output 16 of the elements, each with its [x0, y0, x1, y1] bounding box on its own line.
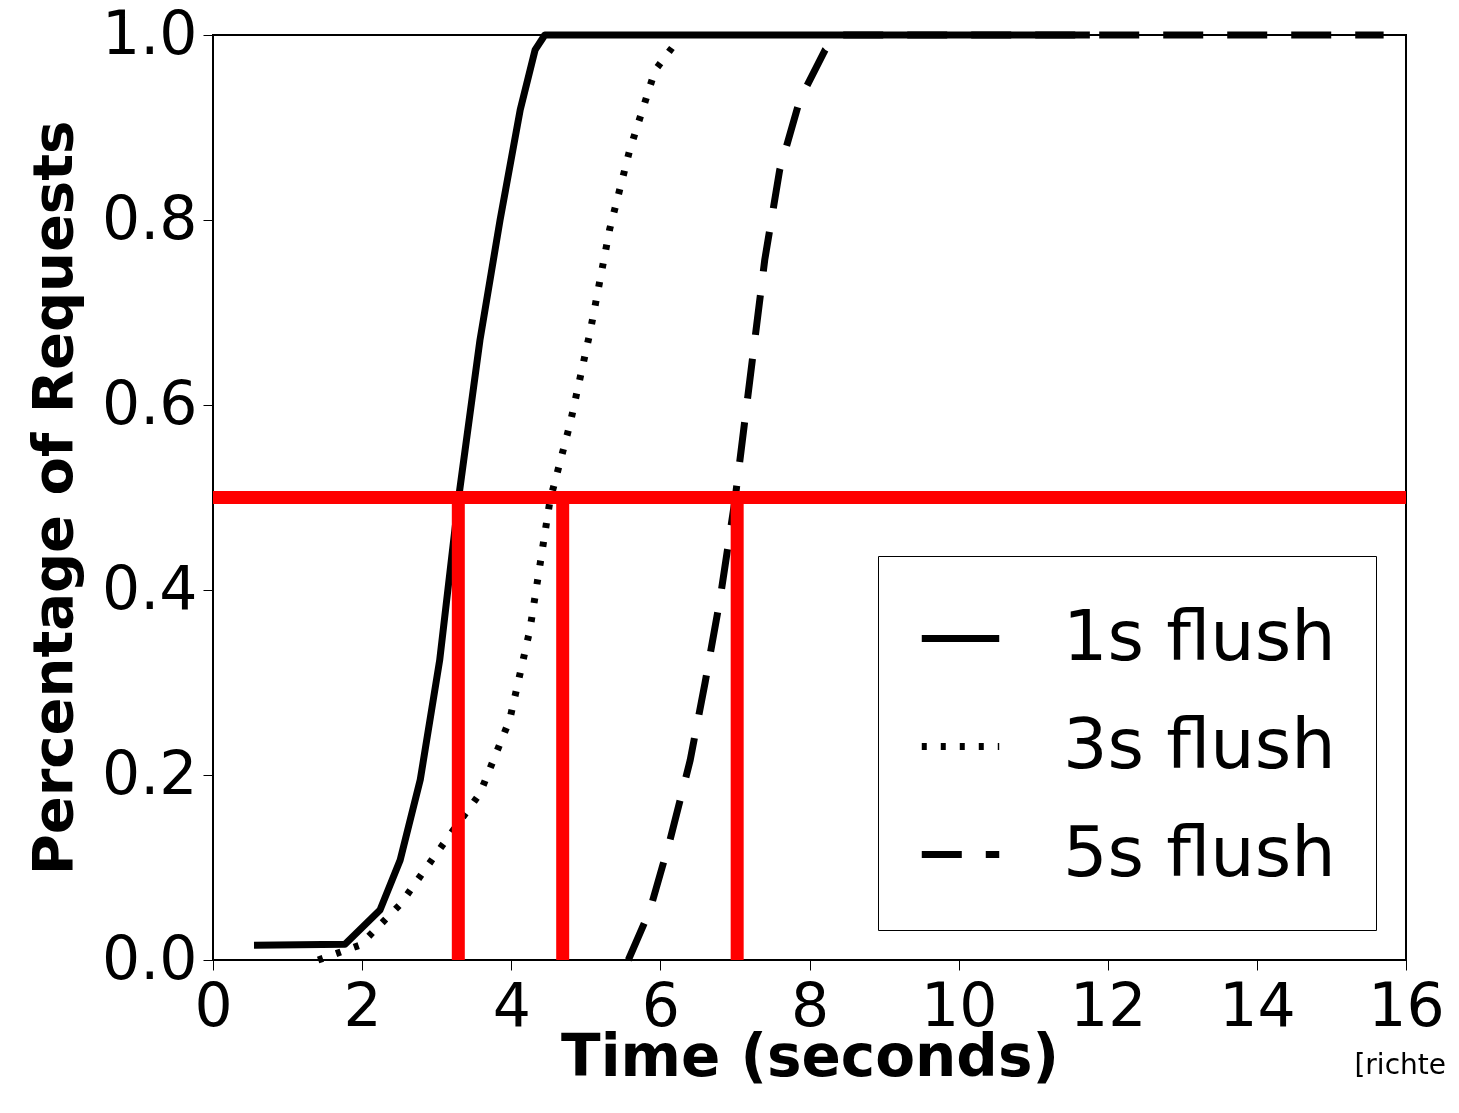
y-axis-title: Percentage of Requests	[20, 120, 86, 876]
x-tick-label: 2	[343, 969, 382, 1040]
x-tick-label: 14	[1219, 969, 1296, 1040]
legend-label: 3s flush	[1063, 702, 1336, 785]
x-tick-label: 16	[1368, 969, 1445, 1040]
legend-label: 1s flush	[1063, 594, 1336, 677]
x-tick-label: 4	[492, 969, 531, 1040]
text: [richte	[1354, 1048, 1446, 1081]
y-tick-label: 0.6	[102, 367, 198, 438]
y-tick-label: 0.4	[102, 552, 198, 623]
y-tick-label: 1.0	[102, 0, 198, 68]
x-tick-label: 12	[1070, 969, 1147, 1040]
y-tick-label: 0.8	[102, 182, 198, 253]
x-tick-label: 8	[790, 969, 830, 1040]
legend-label: 5s flush	[1063, 810, 1336, 893]
y-tick-label: 0.2	[102, 737, 198, 808]
